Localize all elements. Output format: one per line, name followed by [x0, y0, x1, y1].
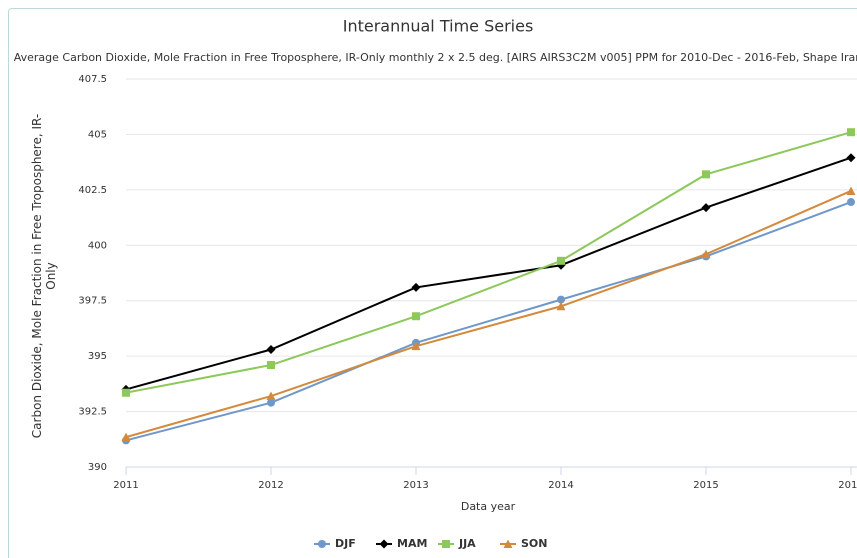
legend-label: JJA — [458, 537, 476, 550]
marker — [266, 344, 276, 354]
series-line — [125, 190, 852, 439]
legend-item[interactable]: DJF — [314, 537, 356, 550]
marker — [847, 128, 855, 137]
marker — [267, 361, 275, 370]
marker — [701, 249, 711, 259]
marker — [556, 301, 566, 311]
chart-subtitle: Average Carbon Dioxide, Mole Fraction in… — [14, 51, 857, 64]
x-tick-label: 2013 — [403, 480, 428, 491]
marker — [701, 203, 711, 213]
series-line — [125, 156, 852, 391]
y-axis-label: Carbon Dioxide, Mole Fraction in Free Tr… — [30, 113, 58, 439]
marker — [557, 295, 565, 304]
marker — [702, 170, 710, 179]
marker — [847, 198, 855, 207]
marker — [379, 539, 389, 549]
marker — [846, 186, 856, 195]
series-line — [125, 131, 852, 394]
marker — [411, 341, 421, 351]
legend-item[interactable]: SON — [500, 537, 547, 550]
x-tick-label: 2016 — [838, 480, 857, 491]
marker — [557, 256, 565, 265]
y-tick-label: 405 — [88, 129, 107, 140]
marker — [442, 540, 450, 548]
x-axis-label: Data year — [461, 500, 516, 513]
marker — [122, 388, 130, 397]
y-tick-label: 395 — [88, 351, 107, 362]
legend-label: MAM — [397, 537, 427, 550]
marker — [266, 391, 276, 401]
legend-label: DJF — [335, 537, 356, 550]
marker — [412, 312, 420, 321]
marker — [121, 432, 131, 442]
y-tick-label: 390 — [88, 462, 107, 473]
x-tick-label: 2011 — [113, 480, 138, 491]
legend-item[interactable]: MAM — [376, 537, 427, 550]
y-tick-label: 402.5 — [78, 185, 107, 196]
marker — [411, 282, 421, 292]
marker — [318, 540, 326, 548]
x-tick-label: 2014 — [548, 480, 573, 491]
y-tick-label: 407.5 — [78, 74, 107, 85]
x-tick-label: 2015 — [693, 480, 718, 491]
x-tick-label: 2012 — [258, 480, 283, 491]
marker — [267, 398, 275, 407]
legend-item[interactable]: JJA — [438, 537, 476, 550]
frame — [8, 8, 857, 558]
series-line — [125, 201, 852, 442]
y-tick-label: 392.5 — [78, 407, 107, 418]
y-tick-label: 397.5 — [78, 296, 107, 307]
chart-title: Interannual Time Series — [343, 17, 534, 36]
legend-label: SON — [521, 537, 547, 550]
marker — [503, 539, 513, 548]
y-tick-label: 400 — [88, 240, 107, 251]
marker — [846, 153, 856, 163]
